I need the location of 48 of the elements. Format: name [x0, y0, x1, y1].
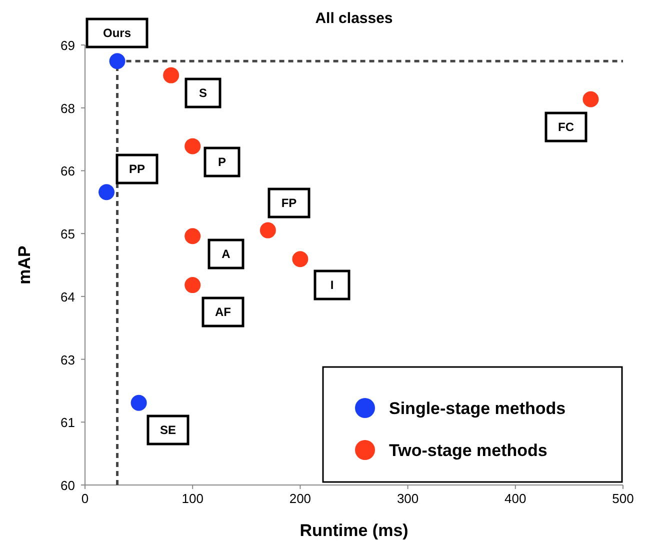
- y-tick-label: 60: [60, 478, 75, 493]
- annotation: A: [222, 247, 231, 261]
- label-box: SE: [146, 414, 190, 446]
- point: [130, 394, 147, 411]
- y-tick-label: 64: [60, 289, 75, 304]
- y-tick-label: 69: [60, 38, 75, 53]
- x-tick-label: 0: [81, 491, 89, 506]
- y-tick-label: 63: [60, 352, 75, 368]
- point: [184, 277, 201, 294]
- label-box: P: [204, 146, 240, 178]
- annotation: S: [198, 86, 208, 100]
- x-axis-title: Runtime (ms): [300, 521, 408, 540]
- point: [98, 184, 115, 200]
- label-box: AF: [202, 296, 244, 328]
- x-tick-label: 500: [612, 491, 634, 506]
- annotation: I: [330, 278, 334, 292]
- y-tick-label: 61: [60, 415, 75, 430]
- point: [292, 251, 308, 268]
- y-axis-title: mAP: [15, 246, 34, 284]
- point: [582, 91, 599, 108]
- label-box: A: [208, 238, 244, 270]
- x-tick-label: 400: [504, 491, 526, 506]
- annotation: SE: [160, 423, 176, 437]
- y-tick-label: 65: [60, 226, 75, 242]
- annotation: AF: [215, 305, 231, 319]
- label-box: FP: [268, 188, 310, 218]
- label-box: S: [184, 78, 222, 108]
- legend-label: Two-stage methods: [389, 441, 548, 460]
- y-tick-label: 68: [60, 100, 75, 116]
- point: [260, 222, 276, 238]
- annotation: FC: [558, 120, 574, 134]
- annotation: PP: [128, 162, 146, 176]
- label-box: I: [314, 270, 350, 300]
- point: [163, 67, 180, 84]
- annotation: FP: [281, 196, 297, 210]
- point: [184, 138, 201, 154]
- label-box: PP: [116, 154, 158, 184]
- x-tick-label: 200: [289, 491, 312, 506]
- point: [184, 228, 201, 244]
- legend-label: Single-stage methods: [389, 399, 566, 418]
- annotation: P: [218, 155, 226, 169]
- label-box: Ours: [86, 18, 148, 48]
- y-tick-label: 66: [60, 164, 75, 179]
- chart-title: All classes: [315, 10, 393, 27]
- x-tick-label: 100: [182, 491, 204, 506]
- label-box: FC: [544, 112, 588, 142]
- point: [109, 53, 126, 70]
- x-tick-label: 300: [396, 491, 419, 506]
